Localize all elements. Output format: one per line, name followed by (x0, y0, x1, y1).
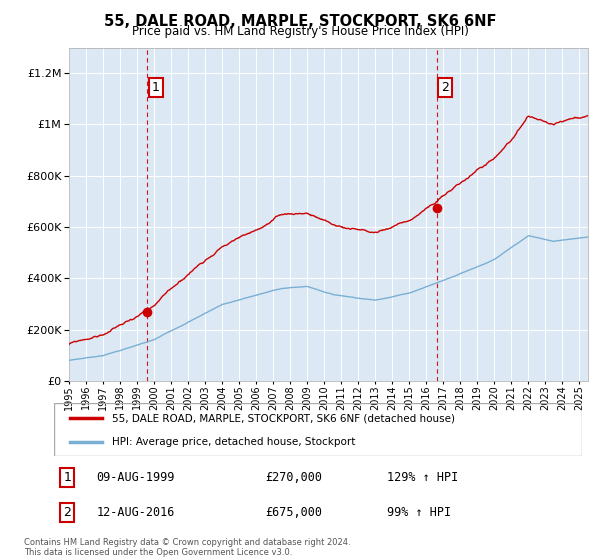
Text: 99% ↑ HPI: 99% ↑ HPI (386, 506, 451, 519)
Text: 1: 1 (63, 471, 71, 484)
Text: £675,000: £675,000 (265, 506, 322, 519)
Text: 12-AUG-2016: 12-AUG-2016 (96, 506, 175, 519)
Text: 2: 2 (63, 506, 71, 519)
Text: 55, DALE ROAD, MARPLE, STOCKPORT, SK6 6NF: 55, DALE ROAD, MARPLE, STOCKPORT, SK6 6N… (104, 14, 496, 29)
Text: HPI: Average price, detached house, Stockport: HPI: Average price, detached house, Stoc… (112, 436, 355, 446)
Text: 129% ↑ HPI: 129% ↑ HPI (386, 471, 458, 484)
Text: £270,000: £270,000 (265, 471, 322, 484)
Text: Contains HM Land Registry data © Crown copyright and database right 2024.
This d: Contains HM Land Registry data © Crown c… (24, 538, 350, 557)
Text: 2: 2 (441, 81, 449, 94)
Text: Price paid vs. HM Land Registry's House Price Index (HPI): Price paid vs. HM Land Registry's House … (131, 25, 469, 38)
Text: 55, DALE ROAD, MARPLE, STOCKPORT, SK6 6NF (detached house): 55, DALE ROAD, MARPLE, STOCKPORT, SK6 6N… (112, 413, 455, 423)
Text: 09-AUG-1999: 09-AUG-1999 (96, 471, 175, 484)
Text: 1: 1 (152, 81, 160, 94)
